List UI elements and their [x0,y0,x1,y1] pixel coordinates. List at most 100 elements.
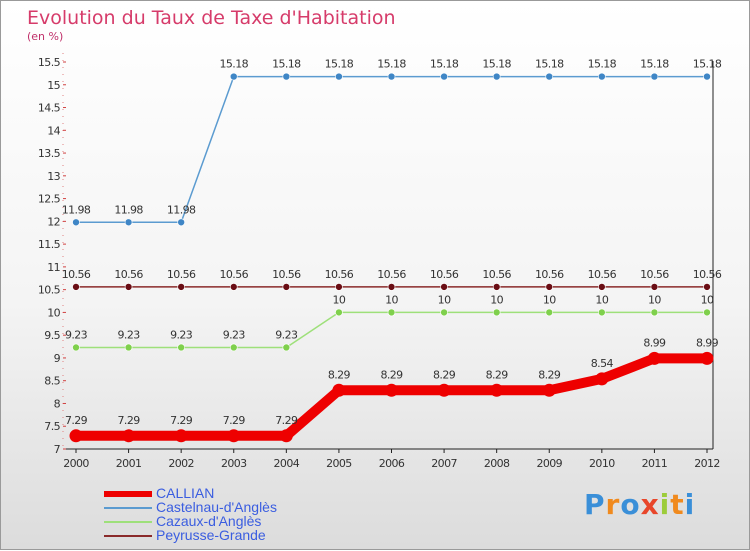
data-label: 15.18 [640,58,669,71]
x-tick-label: 2004 [274,457,300,470]
y-tick-label: 14 [47,124,60,137]
data-label: 15.18 [272,58,301,71]
data-label: 8.54 [591,357,614,370]
data-point [279,429,293,443]
data-label: 8.99 [696,336,719,349]
data-point [282,72,291,81]
data-point [492,308,501,317]
data-label: 10.56 [62,268,91,281]
data-label: 10.56 [377,268,406,281]
y-tick-label: 11 [47,261,60,274]
data-label: 10 [333,293,346,306]
data-label: 15.18 [377,58,406,71]
data-point [703,308,711,317]
data-point [437,383,451,397]
x-tick-label: 2012 [694,457,720,470]
data-label: 10 [701,293,714,306]
y-tick-label: 15 [47,79,60,92]
data-point [229,343,238,352]
data-point [124,343,133,352]
chart-title: Evolution du Taux de Taxe d'Habitation [27,7,396,29]
x-tick-label: 2005 [326,457,352,470]
data-label: 10.56 [167,268,196,281]
data-label: 10.56 [535,268,564,281]
proxiti-logo: Proxiti [584,488,695,521]
x-tick-label: 2001 [116,457,142,470]
data-label: 10.56 [640,268,669,281]
data-label: 10.56 [430,268,459,281]
legend-label: CALLIAN [156,485,215,501]
data-point [545,72,554,81]
data-point [385,383,398,397]
data-point [650,308,659,317]
y-tick-label: 12 [47,215,60,228]
x-tick-label: 2009 [536,457,562,470]
data-point [440,72,448,81]
data-point [545,308,554,317]
logo-letter: o [620,488,641,521]
data-point [72,283,80,291]
logo-letter: i [684,488,696,521]
data-label: 15.18 [325,58,354,71]
data-point [545,283,554,291]
data-label: 10 [438,293,451,306]
data-label: 10 [385,293,398,306]
x-tick-label: 2008 [484,457,510,470]
y-axis-unit: (en %) [27,30,64,43]
logo-letter: P [584,488,606,521]
data-label: 10 [543,293,556,306]
data-label: 10.56 [588,268,617,281]
series-line-1 [75,75,708,224]
data-point [492,72,501,81]
data-point [650,72,659,81]
data-point [177,283,185,291]
y-tick-label: 13.5 [38,147,61,160]
data-point [490,383,504,397]
y-tick-label: 7 [54,443,61,456]
data-point [492,283,501,291]
data-point [598,308,606,317]
data-point [177,343,185,352]
legend-swatch-castelnau [104,507,152,509]
data-point [122,429,136,443]
data-label: 10 [648,293,661,306]
data-label: 9.23 [275,328,298,341]
y-tick-label: 9 [54,352,61,365]
y-tick-label: 9.5 [44,329,60,342]
data-point [229,283,238,291]
data-label: 15.18 [220,58,249,71]
data-point [124,218,133,227]
x-tick-label: 2006 [379,457,405,470]
logo-letter: t [670,488,685,521]
data-point [69,429,83,443]
y-tick-label: 13 [47,170,60,183]
data-point [177,218,185,227]
data-label: 11.98 [62,203,91,216]
data-label: 9.23 [65,328,88,341]
data-label: 9.23 [223,328,246,341]
data-label: 8.29 [433,368,456,381]
data-point [647,351,661,365]
x-tick-label: 2007 [431,457,457,470]
data-point [598,72,606,81]
legend-swatch-callian [104,491,152,497]
data-label: 10.56 [114,268,143,281]
data-label: 11.98 [114,203,143,216]
data-point [72,343,80,352]
data-point [282,343,291,352]
logo-letter: i [659,488,671,521]
data-label: 8.99 [643,336,666,349]
logo-letter: r [605,488,621,521]
data-label: 10 [595,293,608,306]
data-point [387,283,396,291]
data-point [650,283,659,291]
data-label: 10.56 [220,268,249,281]
y-tick-label: 8 [54,397,61,410]
legend-label: Castelnau-d'Anglès [156,499,277,515]
y-tick-label: 10.5 [38,284,61,297]
data-point [700,351,714,365]
y-tick-label: 7.5 [44,420,60,433]
data-point [335,283,343,291]
data-point [174,429,188,443]
